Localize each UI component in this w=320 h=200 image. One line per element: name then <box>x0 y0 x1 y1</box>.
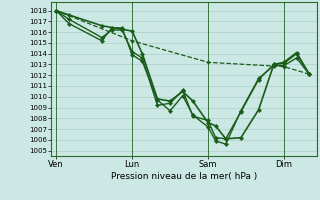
X-axis label: Pression niveau de la mer( hPa ): Pression niveau de la mer( hPa ) <box>111 172 257 181</box>
